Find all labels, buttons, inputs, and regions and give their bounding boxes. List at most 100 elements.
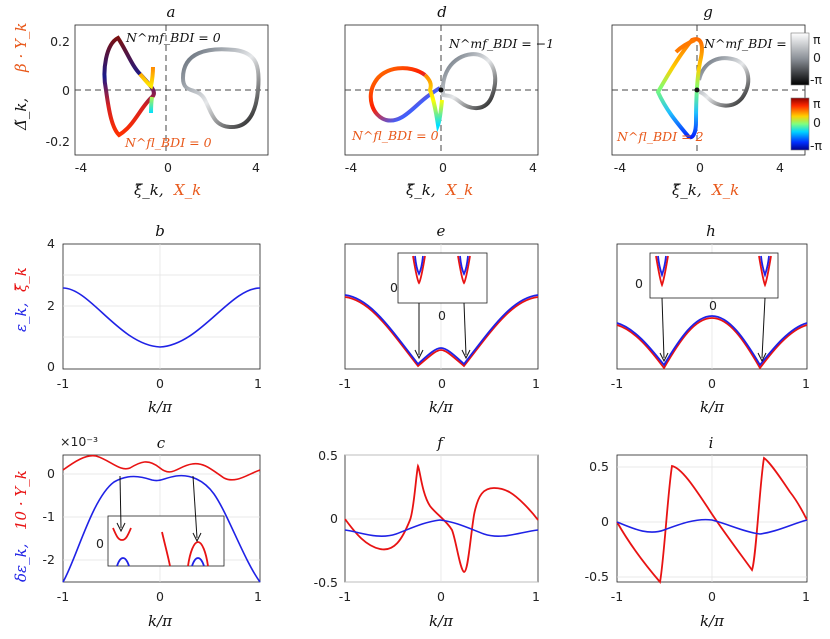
panel-a-fl-label: N^fl_BDI = 0 [124,135,212,150]
panel-c-xtick-1: 0 [156,589,164,604]
panel-a-xtick-2: 4 [252,160,260,175]
mid-ylabel-eps: ε_k, [12,303,30,332]
panel-c-xtick-0: -1 [57,589,69,604]
panel-i-xlabel: k/π [700,612,725,630]
panel-c-xlabel: k/π [148,612,173,630]
panel-c-ytick-1: -1 [43,509,55,524]
colorbar-gray-tick-1: 0 [813,50,821,65]
panel-i-deps-line [616,518,808,535]
panel-h-xtick-0: -1 [611,376,623,391]
panel-a-ytick-2: -0.2 [46,134,70,149]
panel-d-mf-loop [441,52,498,110]
colorbar-gray: π 0 -π [790,32,823,87]
panel-c-exponent: ×10⁻³ [60,434,98,449]
panel-e: e 0 0 -1 0 1 k/π [339,222,540,416]
panel-c-inset [107,515,225,567]
top-ylabel-beta-y: β · Y_k [12,23,30,73]
panel-c-title: c [157,434,166,452]
panel-i-ytick-0: 0.5 [589,459,609,474]
panel-d-xtick-1: 0 [439,160,447,175]
panel-b-xtick-0: -1 [57,376,69,391]
colorbar-jet-tick-0: π [813,96,821,111]
panel-g-xlabel-xi: ξ̃_k, [672,181,702,199]
panel-f-title: f [436,434,445,452]
panel-d-fl-label: N^fl_BDI = 0 [351,128,439,143]
colorbar-gray-tick-2: -π [810,72,823,87]
panel-h-inset-ytick: 0 [635,276,643,291]
panel-h-xibar-line [616,317,808,370]
panel-a-title: a [167,3,176,21]
panel-e-xtick-1: 0 [438,376,446,391]
panel-h-xtick-1: 0 [708,376,716,391]
panel-h: h 0 0 -1 0 1 k/π [611,222,810,416]
panel-a-xtick-1: 0 [164,160,172,175]
panel-g-xlabel-x: X_k [711,181,739,199]
panel-e-eps-line [344,294,539,366]
panel-b-ytick-1: 2 [47,298,55,313]
panel-i-xtick-1: 0 [708,589,716,604]
panel-d-xtick-2: 4 [529,160,537,175]
mid-row-ylabel: ε_k, ξ̄_k [12,267,30,332]
panel-a: a N^mf_BDI = 0 N^fl_BDI = 0 0.2 0 -0.2 -… [46,3,269,199]
panel-h-xlabel: k/π [700,398,725,416]
bot-ylabel-10y: 10 · Y_k [12,470,30,530]
panel-a-fl-loop [102,35,156,138]
panel-g-xtick-2: 4 [776,160,784,175]
panel-h-inset [649,252,779,299]
panel-i-xtick-0: -1 [611,589,623,604]
panel-g-fl-wing [674,38,696,54]
panel-d-mf-label: N^mf_BDI = −1 [448,36,554,51]
colorbar-gray-bar [790,32,810,86]
panel-i-y-line [616,456,808,585]
panel-a-fl-wing [138,66,155,114]
panel-d-fl-wing [423,73,444,133]
panel-f-deps-line [344,519,539,537]
panel-d-title: d [437,3,447,21]
top-row-ylabel: Δ̃_k, β · Y_k [12,23,30,131]
panel-h-inset-xtick: 0 [709,298,717,313]
panel-f-xlabel: k/π [429,612,454,630]
top-ylabel-delta: Δ̃_k, [12,98,30,131]
mid-ylabel-xibar: ξ̄_k [12,267,30,292]
panel-a-xlabel-xi: ξ̃_k, [134,181,164,199]
panel-i-title: i [709,434,714,452]
panel-c-inset-ytick: 0 [96,536,104,551]
panel-c: c ×10⁻³ 0 0 -1 -2 -1 0 1 k/π [43,434,262,630]
panel-e-xlabel: k/π [429,398,454,416]
panel-d-xlabel-xi: ξ̃_k, [406,181,436,199]
panel-d-origin-dot [438,87,444,93]
panel-e-xibar-line [344,296,539,368]
panel-g-xtick-1: 0 [696,160,704,175]
panel-g-mf-loop [697,56,751,108]
panel-f: f 0.5 0 -0.5 -1 0 1 k/π [314,434,540,630]
panel-e-xtick-0: -1 [339,376,351,391]
panel-a-mf-loop [180,47,261,129]
panel-g: g N^mf_BDI = −1 N^fl_BDI = 2 -4 0 4 ξ̃_k… [611,3,809,199]
panel-b-xtick-1: 0 [156,376,164,391]
panel-b-xlabel: k/π [148,398,173,416]
panel-i-xtick-2: 1 [802,589,810,604]
panel-g-title: g [703,3,713,21]
panel-f-y-line [344,463,539,573]
panel-f-ytick-2: -0.5 [314,575,338,590]
panel-f-xtick-1: 0 [437,589,445,604]
panel-i: i 0.5 0 -0.5 -1 0 1 k/π [585,434,810,630]
panel-d-xlabel-x: X_k [445,181,473,199]
panel-b-ytick-2: 0 [47,359,55,374]
bot-row-ylabel: δε_k, 10 · Y_k [12,470,30,582]
panel-a-xlabel-x: X_k [173,181,201,199]
panel-e-inset-xtick: 0 [438,308,446,323]
panel-f-xtick-2: 1 [532,589,540,604]
panel-g-origin-dot [694,87,700,93]
panel-a-mf-label: N^mf_BDI = 0 [125,30,221,45]
panel-b: b 4 2 0 -1 0 1 k/π [47,222,262,416]
colorbar-jet-tick-2: -π [810,138,823,153]
panel-e-title: e [437,222,446,240]
panel-d-xtick-0: -4 [345,160,358,175]
colorbar-jet-bar [790,97,810,151]
bot-ylabel-deps: δε_k, [12,544,30,582]
panel-f-ytick-0: 0.5 [318,448,338,463]
panel-a-xtick-0: -4 [75,160,88,175]
panel-c-xtick-2: 1 [254,589,262,604]
